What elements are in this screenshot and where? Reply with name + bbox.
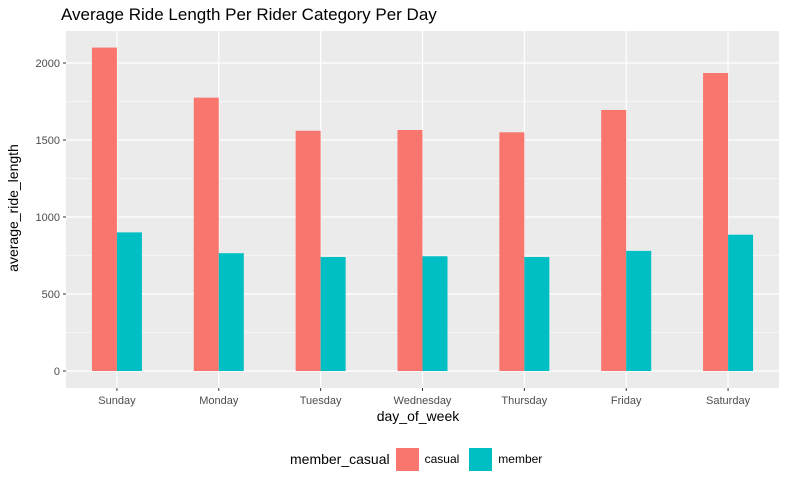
bar-casual-monday bbox=[193, 97, 219, 372]
bar-member-sunday bbox=[116, 232, 142, 371]
bar-casual-sunday bbox=[91, 47, 117, 371]
bars-group bbox=[91, 47, 754, 372]
y-tick-label: 2000 bbox=[36, 58, 60, 70]
y-tick-label: 1500 bbox=[36, 135, 60, 147]
chart-title: Average Ride Length Per Rider Category P… bbox=[61, 5, 437, 24]
y-axis-label: average_ride_length bbox=[5, 144, 21, 272]
bar-member-thursday bbox=[524, 257, 550, 371]
legend-label-casual: casual bbox=[424, 452, 460, 466]
bar-casual-tuesday bbox=[295, 130, 321, 371]
x-axis: Sunday Monday Tuesday Wednesday Thursday Frid… bbox=[98, 388, 751, 407]
x-tick-label: Wednesday bbox=[394, 395, 452, 407]
bar-casual-wednesday bbox=[397, 129, 423, 371]
legend: member_casual casual member bbox=[290, 444, 552, 474]
y-axis: 0 500 1000 1500 2000 bbox=[36, 58, 66, 378]
legend-swatch-member bbox=[469, 447, 493, 471]
y-tick-label: 500 bbox=[42, 289, 60, 301]
legend-item-member: member bbox=[469, 447, 543, 471]
x-tick-label: Friday bbox=[611, 395, 642, 407]
bar-member-tuesday bbox=[320, 257, 346, 371]
bar-casual-thursday bbox=[499, 132, 525, 371]
bar-member-friday bbox=[626, 250, 652, 371]
bar-member-saturday bbox=[728, 234, 754, 371]
x-tick-label: Thursday bbox=[501, 395, 547, 407]
bar-casual-saturday bbox=[703, 73, 729, 371]
y-tick-label: 1000 bbox=[36, 212, 60, 224]
x-axis-label: day_of_week bbox=[377, 408, 461, 424]
x-tick-label: Tuesday bbox=[300, 395, 342, 407]
bar-casual-friday bbox=[601, 109, 627, 371]
legend-swatch-casual bbox=[395, 447, 419, 471]
x-tick-label: Sunday bbox=[98, 395, 136, 407]
y-tick-label: 0 bbox=[54, 366, 60, 378]
x-tick-label: Saturday bbox=[706, 395, 751, 407]
legend-title: member_casual bbox=[290, 451, 390, 467]
legend-label-member: member bbox=[498, 452, 543, 466]
legend-item-casual: casual bbox=[395, 447, 460, 471]
bar-member-monday bbox=[218, 253, 244, 371]
x-tick-label: Monday bbox=[199, 395, 239, 407]
bar-member-wednesday bbox=[422, 256, 448, 371]
